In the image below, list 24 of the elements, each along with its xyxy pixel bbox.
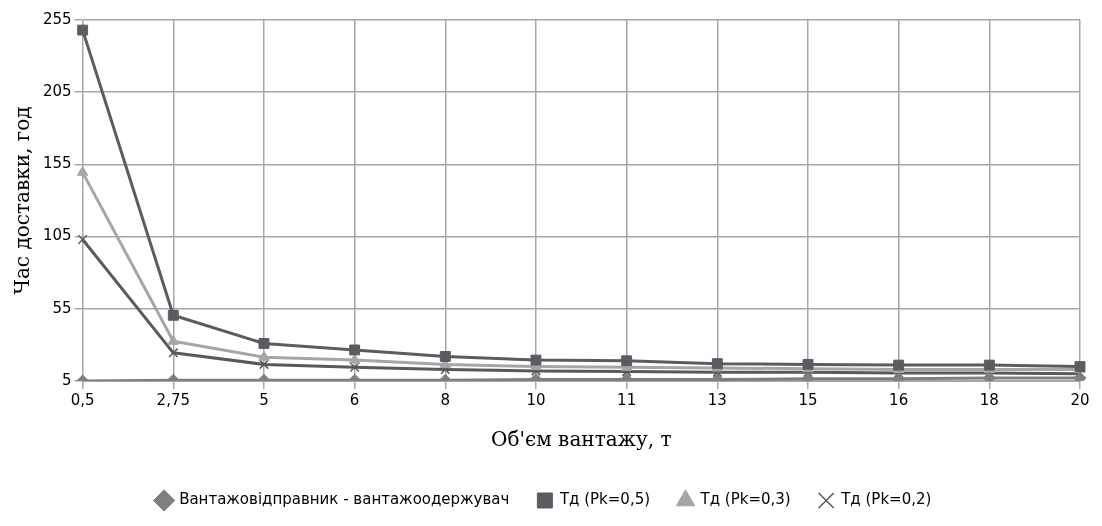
legend-label: Тд (Pk=0,2) (840, 490, 932, 509)
y-tick-label: 205 (42, 82, 72, 101)
x-tick-label: 0,5 (70, 390, 95, 409)
x-tick-label: 15 (798, 390, 818, 409)
x-tick-label: 5 (259, 390, 269, 409)
legend-label: Вантажовідправник - вантажоодержувач (179, 490, 510, 509)
y-tick-label: 255 (42, 9, 72, 28)
legend-label: Тд (Pk=0,3) (699, 490, 791, 509)
y-tick-label: 5 (62, 370, 72, 389)
x-tick-label: 18 (979, 390, 999, 409)
x-tick-label: 20 (1070, 390, 1090, 409)
x-tick-label: 16 (889, 390, 909, 409)
x-tick-label: 2,75 (156, 390, 190, 409)
y-tick-label: 55 (52, 298, 72, 317)
x-tick-label: 6 (349, 390, 360, 409)
y-axis-title: Час доставки, год (10, 106, 35, 295)
y-tick-label: 105 (42, 226, 72, 245)
x-tick-label: 11 (617, 390, 637, 409)
y-tick-label: 155 (42, 154, 72, 173)
x-tick-label: 13 (707, 390, 727, 409)
x-tick-label: 10 (526, 390, 546, 409)
x-tick-label: 8 (440, 390, 451, 409)
legend-label: Тд (Pk=0,5) (558, 490, 651, 509)
x-axis-title: Об'єм вантажу, т (491, 427, 672, 452)
